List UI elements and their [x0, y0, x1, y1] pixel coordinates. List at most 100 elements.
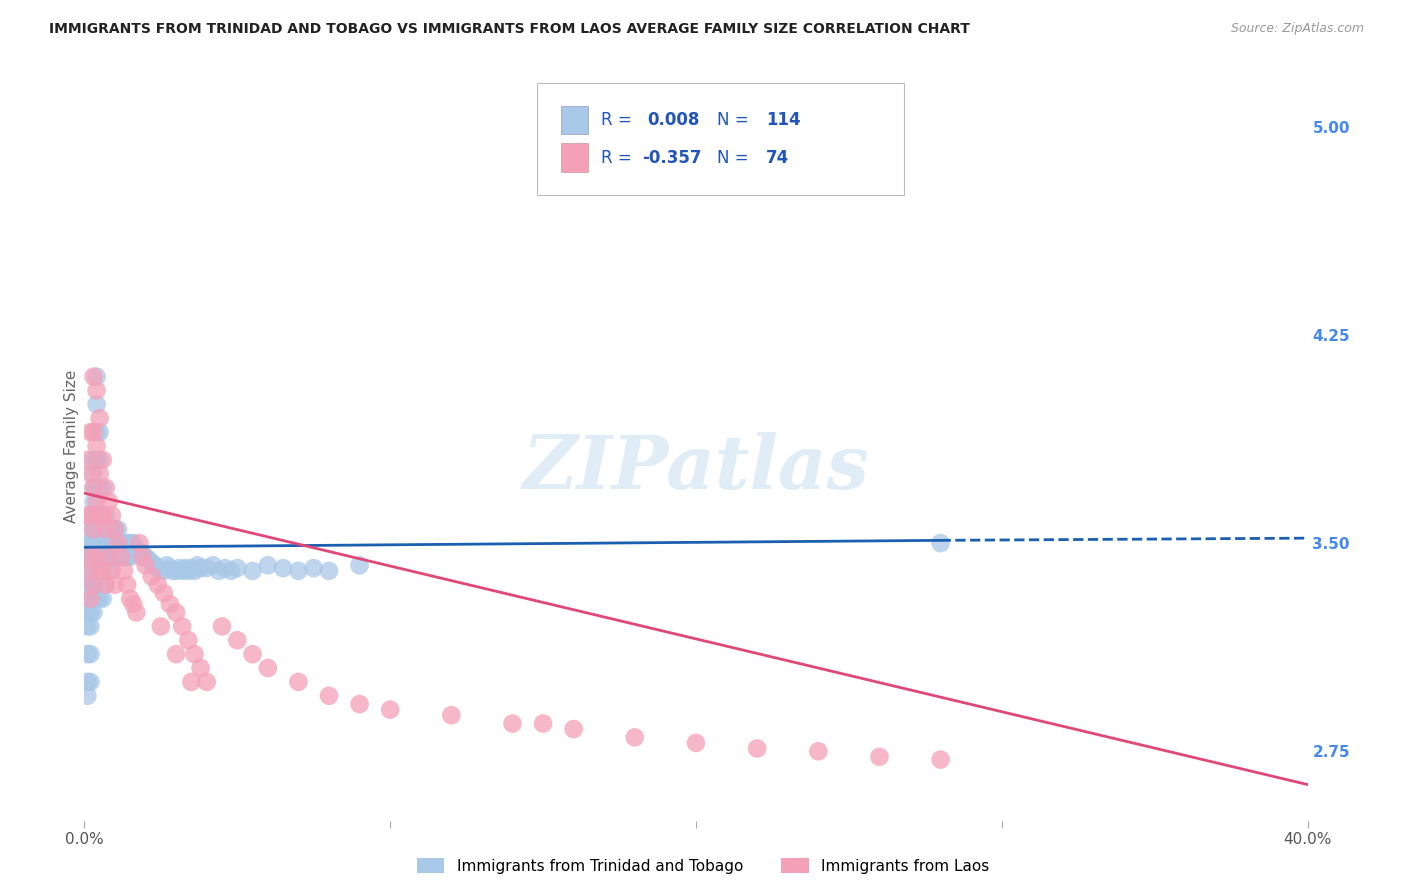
Text: N =: N = [717, 149, 754, 167]
Text: R =: R = [600, 149, 637, 167]
Point [174, 561, 197, 575]
Point [83, 549, 105, 564]
Point [76, 606, 98, 620]
Text: 0.008: 0.008 [647, 112, 699, 129]
Text: ZIPatlas: ZIPatlas [523, 433, 869, 505]
Point [128, 544, 150, 558]
Point [86, 397, 108, 411]
Point [91, 564, 114, 578]
Point [440, 708, 463, 723]
Point [125, 541, 148, 556]
Point [89, 425, 111, 439]
FancyBboxPatch shape [537, 83, 904, 195]
Point [685, 736, 707, 750]
Point [86, 549, 108, 564]
Point [86, 384, 108, 398]
Point [159, 597, 181, 611]
Point [257, 558, 280, 573]
Point [89, 564, 111, 578]
Point [97, 536, 120, 550]
Point [94, 508, 117, 523]
Point [76, 591, 98, 606]
Point [186, 558, 208, 573]
Point [89, 411, 111, 425]
Point [86, 369, 108, 384]
Point [97, 522, 120, 536]
Point [122, 536, 145, 550]
Point [141, 556, 163, 570]
Point [120, 549, 142, 564]
Point [180, 561, 202, 575]
Point [115, 578, 138, 592]
Text: R =: R = [600, 112, 637, 129]
Point [122, 597, 145, 611]
Point [747, 741, 769, 756]
Point [79, 508, 101, 523]
Point [83, 508, 105, 523]
Point [177, 633, 200, 648]
Legend: Immigrants from Trinidad and Tobago, Immigrants from Laos: Immigrants from Trinidad and Tobago, Imm… [411, 852, 995, 880]
Point [208, 564, 231, 578]
Point [94, 522, 117, 536]
Point [287, 564, 309, 578]
Point [101, 508, 124, 523]
Point [349, 697, 371, 711]
Point [131, 549, 153, 564]
Point [79, 591, 101, 606]
Point [91, 481, 114, 495]
Point [242, 564, 264, 578]
Point [271, 561, 294, 575]
Point [83, 369, 105, 384]
Point [195, 561, 218, 575]
Point [104, 522, 127, 536]
Point [219, 564, 242, 578]
Point [79, 536, 101, 550]
Point [76, 689, 98, 703]
Point [153, 564, 176, 578]
Point [97, 549, 120, 564]
Point [83, 481, 105, 495]
Point [94, 481, 117, 495]
Point [110, 549, 132, 564]
Text: 114: 114 [766, 112, 800, 129]
Point [242, 647, 264, 661]
Point [86, 508, 108, 523]
Point [76, 453, 98, 467]
Point [86, 439, 108, 453]
Point [97, 564, 120, 578]
Point [76, 508, 98, 523]
Point [115, 536, 138, 550]
Point [97, 549, 120, 564]
Point [91, 564, 114, 578]
Point [112, 564, 135, 578]
Text: -0.357: -0.357 [643, 149, 702, 167]
Point [143, 558, 166, 573]
Point [318, 689, 340, 703]
Point [149, 619, 172, 633]
Point [502, 716, 524, 731]
Point [89, 453, 111, 467]
Point [91, 522, 114, 536]
Point [107, 536, 129, 550]
Point [177, 564, 200, 578]
Point [226, 633, 249, 648]
Point [101, 564, 124, 578]
Point [257, 661, 280, 675]
Point [159, 561, 181, 575]
Point [172, 564, 194, 578]
Point [83, 578, 105, 592]
Point [211, 619, 233, 633]
Point [83, 453, 105, 467]
Point [531, 716, 554, 731]
Point [94, 578, 117, 592]
Point [201, 558, 224, 573]
Point [112, 549, 135, 564]
Point [86, 481, 108, 495]
Point [76, 564, 98, 578]
Text: 74: 74 [766, 149, 789, 167]
Text: IMMIGRANTS FROM TRINIDAD AND TOBAGO VS IMMIGRANTS FROM LAOS AVERAGE FAMILY SIZE : IMMIGRANTS FROM TRINIDAD AND TOBAGO VS I… [49, 22, 970, 37]
Point [349, 558, 371, 573]
Point [101, 522, 124, 536]
Point [180, 674, 202, 689]
Point [83, 481, 105, 495]
